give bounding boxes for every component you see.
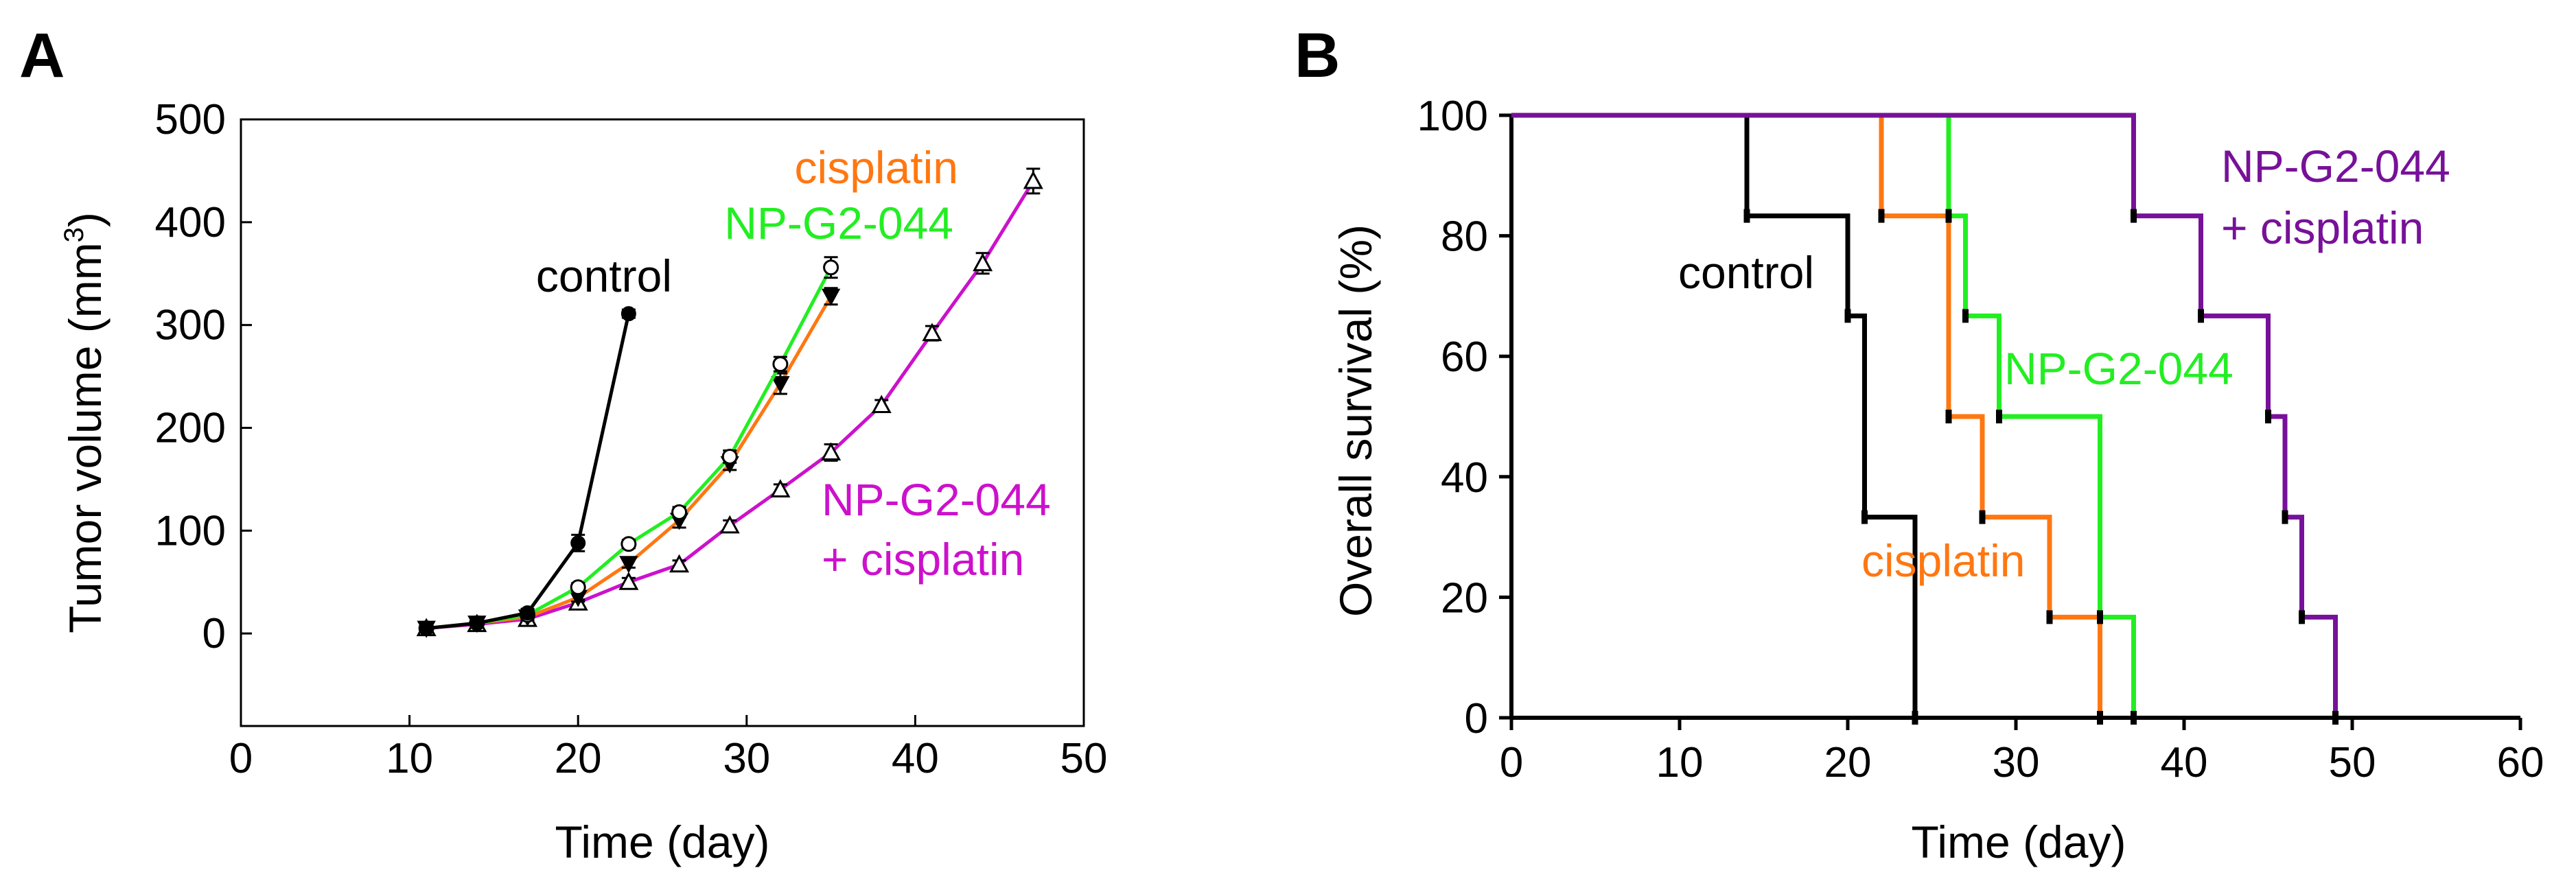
panel-a-x-tick-label-0: 0 bbox=[229, 735, 253, 782]
panel-label-b: B bbox=[1295, 21, 1340, 91]
panel-a-point-np-g2-044-cisplatin-12 bbox=[1023, 170, 1043, 189]
panel-a-point-np-g2-044-7 bbox=[772, 356, 789, 373]
panel-b-curve-np-g2-044-cisplatin bbox=[1511, 113, 2338, 718]
panel-b-x-axis-title: Time (day) bbox=[1912, 817, 2126, 867]
panel-a-y-axis-title-superscript: 3 bbox=[59, 227, 89, 242]
panel-a-y-tick-label-3: 300 bbox=[155, 302, 226, 349]
panel-a-point-np-g2-044-cisplatin-10 bbox=[922, 323, 942, 342]
panel-a-series-control bbox=[419, 306, 636, 636]
panel-a-x-tick-label-3: 30 bbox=[723, 735, 770, 782]
panel-a-point-cisplatin-4 bbox=[619, 556, 638, 574]
panel-a-point-control-1 bbox=[469, 616, 485, 631]
panel-a-x-tick-label-4: 40 bbox=[892, 735, 939, 782]
panel-b-x-tick-label-3: 30 bbox=[1993, 739, 2040, 786]
panel-a-point-control-0 bbox=[419, 620, 434, 636]
panel-a-y-axis-title-main: Tumor volume (mm bbox=[60, 242, 111, 633]
panel-b-x-tick-label-4: 40 bbox=[2161, 739, 2208, 786]
panel-a-x-tick-label-5: 50 bbox=[1060, 735, 1108, 782]
panel-a-plot-frame bbox=[240, 118, 1085, 727]
panel-a-y-axis-title: Tumor volume (mm3) bbox=[59, 212, 111, 633]
panel-a-point-cisplatin-7 bbox=[771, 376, 790, 394]
panel-b-y-tick-label-0: 0 bbox=[1465, 695, 1488, 742]
panel-b-label-np-g2-044: NP-G2-044 bbox=[2004, 343, 2233, 394]
panel-b-x-tick-label-5: 50 bbox=[2329, 739, 2376, 786]
panel-b-series-cisplatin bbox=[1511, 113, 2103, 725]
panel-a-y-tick-label-1: 100 bbox=[155, 507, 226, 554]
panel-a-x-axis-title: Time (day) bbox=[555, 817, 770, 867]
panel-a-y-axis-title-close: ) bbox=[60, 212, 111, 227]
panel-a-point-np-g2-044-cisplatin-11 bbox=[973, 253, 993, 272]
panel-b-label-cisplatin: cisplatin bbox=[1861, 535, 2025, 586]
panel-a-point-np-g2-044-cisplatin-8 bbox=[821, 442, 842, 460]
panel-a-point-np-g2-044-cisplatin-7 bbox=[770, 479, 791, 497]
panel-b-x-tick-label-6: 60 bbox=[2497, 739, 2544, 786]
panel-b-label-control: control bbox=[1678, 247, 1814, 298]
panel-a-x-tick-label-2: 20 bbox=[555, 735, 602, 782]
panel-a-point-np-g2-044-3 bbox=[570, 579, 586, 596]
panel-b-axes: 0 10 20 30 40 50 60 0 20 40 60 80 100 bbox=[1417, 93, 2544, 786]
panel-a-point-control-3 bbox=[570, 535, 586, 551]
panel-b-x-tick-label-0: 0 bbox=[1500, 739, 1523, 786]
panel-a-point-np-g2-044-cisplatin-4 bbox=[618, 572, 639, 590]
panel-b: B 0 10 20 30 40 50 60 0 20 40 60 80 100 Time (day) O… bbox=[1295, 21, 2544, 867]
panel-a-point-cisplatin-8 bbox=[821, 288, 841, 306]
panel-a-y-tick-label-5: 500 bbox=[155, 96, 226, 143]
panel-a-label-np-g2-044: NP-G2-044 bbox=[724, 198, 953, 248]
panel-b-series-control bbox=[1511, 113, 1918, 725]
panel-a-label-control: control bbox=[536, 250, 672, 301]
panel-b-y-axis-title: Overall survival (%) bbox=[1330, 224, 1381, 617]
panel-a-y-tick-label-4: 400 bbox=[155, 199, 226, 246]
panel-b-label-combo-line2: + cisplatin bbox=[2221, 202, 2424, 253]
panel-a-point-np-g2-044-cisplatin-5 bbox=[669, 554, 690, 573]
panel-b-y-tick-label-1: 20 bbox=[1441, 574, 1488, 622]
panel-a-point-np-g2-044-cisplatin-6 bbox=[719, 515, 740, 534]
panel-a-x-tick-label-1: 10 bbox=[386, 735, 433, 782]
panel-a-line-control bbox=[426, 313, 631, 631]
panel-b-y-tick-label-2: 40 bbox=[1441, 454, 1488, 502]
panel-b-x-tick-label-2: 20 bbox=[1824, 739, 1872, 786]
panel-a-series bbox=[416, 167, 1043, 638]
panel-b-series-np-g2-044-cisplatin bbox=[1511, 113, 2339, 725]
panel-b-y-tick-label-3: 60 bbox=[1441, 333, 1488, 381]
panel-a-point-np-g2-044-5 bbox=[671, 504, 688, 520]
panel-b-curve-np-g2-044 bbox=[1511, 113, 2136, 718]
panel-a-y-tick-label-0: 0 bbox=[202, 610, 226, 657]
panel-a-point-np-g2-044-8 bbox=[823, 259, 839, 276]
panel-a-label-combo-line1: NP-G2-044 bbox=[822, 474, 1051, 525]
panel-b-series bbox=[1511, 113, 2339, 725]
panel-b-curve-cisplatin bbox=[1511, 113, 2102, 718]
panel-a-point-np-g2-044-cisplatin-9 bbox=[871, 395, 892, 414]
panel-a-point-np-g2-044-6 bbox=[721, 448, 738, 465]
panel-b-y-tick-label-5: 100 bbox=[1417, 93, 1488, 140]
panel-b-curve-control bbox=[1511, 113, 1918, 718]
panel-a-label-combo-line2: + cisplatin bbox=[822, 534, 1024, 585]
panel-b-series-np-g2-044 bbox=[1511, 113, 2137, 725]
panel-a-point-np-g2-044-4 bbox=[620, 536, 637, 552]
panel-label-a: A bbox=[19, 21, 65, 91]
panel-a-y-tick-label-2: 200 bbox=[155, 404, 226, 452]
panel-b-label-combo-line1: NP-G2-044 bbox=[2221, 141, 2450, 191]
panel-a-label-cisplatin: cisplatin bbox=[795, 142, 958, 193]
panel-b-x-tick-label-1: 10 bbox=[1656, 739, 1704, 786]
panel-b-y-tick-label-4: 80 bbox=[1441, 213, 1488, 261]
panel-a-point-control-2 bbox=[520, 605, 535, 621]
panel-a-point-control-4 bbox=[620, 306, 636, 322]
